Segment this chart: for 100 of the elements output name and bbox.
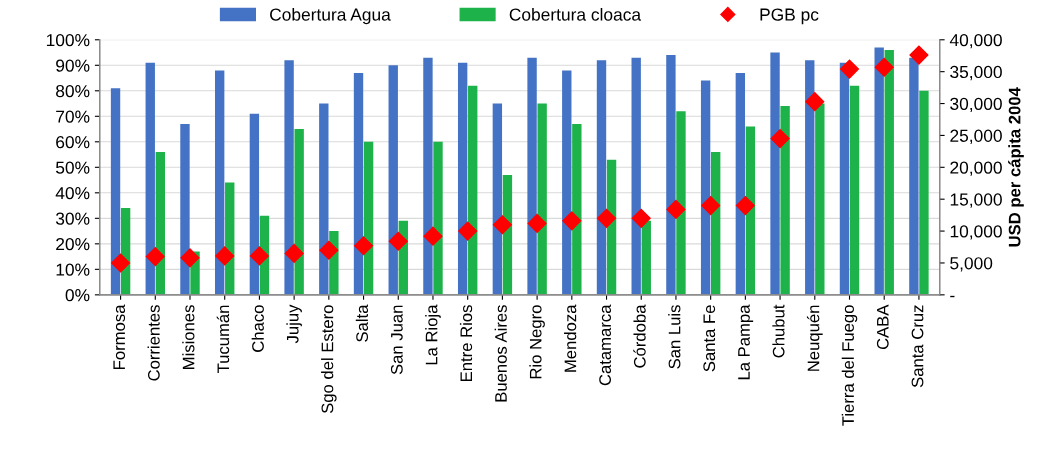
- bar: [423, 57, 433, 295]
- x-tick-label: Neuquén: [806, 305, 823, 371]
- bar: [468, 85, 478, 295]
- bar: [874, 47, 884, 295]
- bar: [353, 72, 364, 295]
- y2-tick-label: 40,000: [949, 33, 1002, 49]
- x-tick-label: Catamarca: [599, 304, 611, 386]
- y2-tick-label: 10,000: [950, 225, 1002, 240]
- bar: [294, 129, 304, 295]
- bar: [849, 85, 860, 295]
- bar: [780, 106, 790, 295]
- x-tick-label: Tucumán: [216, 305, 230, 374]
- bar: [666, 55, 676, 295]
- x-tick-label: Buenos Aires: [494, 305, 507, 402]
- x-tick-label: Chaco: [251, 305, 264, 352]
- y2-tick-label: -: [950, 295, 955, 298]
- x-tick-label: Córdoba: [633, 304, 646, 368]
- point: [111, 253, 131, 273]
- x-tick-label: Rio Negro: [529, 305, 545, 379]
- bar: [492, 103, 503, 295]
- bar: [805, 60, 815, 295]
- point: [770, 129, 790, 149]
- bar: [214, 70, 225, 295]
- x-tick-label: Santa Cruz: [911, 305, 924, 388]
- bar: [562, 70, 572, 295]
- x-tick-label: San Juan: [390, 305, 403, 375]
- point: [180, 248, 200, 268]
- point: [215, 246, 235, 266]
- x-tick-label: Mendoza: [564, 304, 577, 372]
- x-tick-label: Corrientes: [147, 305, 160, 381]
- y2-tick-label: 35,000: [950, 65, 1002, 81]
- bar: [284, 60, 294, 295]
- bar: [631, 57, 641, 295]
- bar: [641, 220, 651, 295]
- point: [249, 246, 269, 266]
- point: [596, 208, 617, 228]
- y-tick-label: 60%: [56, 135, 90, 149]
- x-tick-label: Santa Fe: [703, 305, 716, 372]
- point: [701, 196, 721, 216]
- y2-tick-label: 5,000: [950, 257, 993, 272]
- y-tick-label: 30%: [55, 212, 90, 225]
- point: [909, 45, 929, 65]
- y2-tick-label: 25,000: [950, 129, 1002, 144]
- legend-label: Cobertura Agua: [270, 7, 391, 25]
- x-tick-label: Salta: [355, 304, 369, 342]
- bar: [527, 57, 537, 295]
- bar: [572, 123, 582, 295]
- x-tick-label: Sgo del Estero: [321, 305, 337, 414]
- point: [839, 59, 860, 79]
- x-tick-label: La Rioja: [425, 304, 441, 365]
- point: [458, 221, 478, 241]
- x-tick-label: Jujuy: [286, 304, 302, 344]
- bar: [700, 80, 711, 295]
- bar: [433, 141, 443, 295]
- point: [423, 226, 443, 246]
- y-tick-label: 80%: [56, 84, 90, 98]
- point: [805, 92, 825, 112]
- y-tick-label: 20%: [56, 238, 90, 251]
- bar: [735, 72, 746, 295]
- y-tick-label: 0%: [65, 289, 90, 302]
- point: [319, 240, 339, 260]
- bar: [815, 103, 825, 295]
- point: [735, 196, 755, 216]
- y-tick-label: 50%: [55, 161, 90, 174]
- x-tick-label: San Luis: [668, 305, 681, 369]
- point: [388, 231, 408, 251]
- y2-tick-label: 30,000: [950, 97, 1002, 113]
- bar: [249, 113, 260, 295]
- bar: [319, 103, 329, 295]
- point: [874, 57, 894, 77]
- bar: [676, 111, 686, 295]
- y2-tick-label: 15,000: [950, 193, 1002, 208]
- y-tick-label: 70%: [56, 110, 90, 123]
- x-tick-label: Tierra del Fuego: [841, 305, 858, 426]
- bar: [537, 103, 547, 295]
- bar: [596, 60, 607, 295]
- point: [631, 208, 651, 228]
- legend-label: Cobertura cloaca: [509, 7, 642, 21]
- point: [562, 211, 582, 231]
- bar: [388, 65, 398, 295]
- y-tick-label: 90%: [56, 59, 90, 72]
- x-tick-label: La Pampa: [738, 304, 754, 380]
- y-tick-label: 40%: [55, 186, 90, 200]
- point: [145, 247, 165, 267]
- x-tick-label: Entre Rios: [459, 305, 473, 381]
- y-tick-label: 10%: [56, 263, 90, 276]
- bar: [884, 49, 894, 295]
- bar: [770, 52, 780, 295]
- x-tick-label: Formosa: [113, 304, 126, 369]
- x-tick-label: Chubut: [772, 304, 785, 358]
- bar: [919, 90, 929, 295]
- x-tick-label: Misiones: [182, 305, 195, 369]
- bar: [909, 57, 919, 295]
- bar: [745, 126, 756, 295]
- bar: [180, 123, 190, 295]
- bar: [110, 88, 121, 295]
- point: [354, 236, 374, 256]
- point: [666, 199, 686, 219]
- point: [284, 243, 304, 263]
- y-tick-label: 100%: [46, 33, 90, 47]
